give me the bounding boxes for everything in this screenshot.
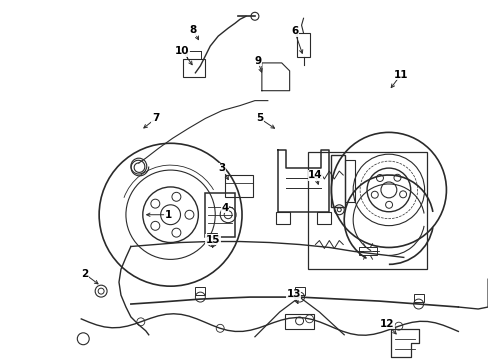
Bar <box>345 160 355 202</box>
Text: 10: 10 <box>175 46 190 56</box>
Bar <box>414 294 424 302</box>
Text: 5: 5 <box>256 113 264 123</box>
Bar <box>183 59 205 77</box>
Bar <box>205 193 235 237</box>
Text: 8: 8 <box>190 25 197 35</box>
Bar <box>318 212 331 224</box>
Text: 9: 9 <box>254 56 262 66</box>
Bar <box>359 247 377 255</box>
Text: 2: 2 <box>82 269 89 279</box>
Text: 4: 4 <box>221 203 229 213</box>
Bar <box>276 212 290 224</box>
Bar <box>225 175 253 197</box>
Text: 3: 3 <box>219 163 226 173</box>
Text: 13: 13 <box>286 289 301 299</box>
Text: 12: 12 <box>380 319 394 329</box>
Text: 11: 11 <box>393 70 408 80</box>
Bar <box>294 287 305 295</box>
Text: 7: 7 <box>152 113 159 123</box>
Bar <box>331 155 345 207</box>
Bar <box>196 287 205 295</box>
Bar <box>285 314 315 329</box>
Bar <box>308 152 427 269</box>
Text: 1: 1 <box>165 210 172 220</box>
Text: 15: 15 <box>206 234 220 244</box>
Bar <box>296 33 311 57</box>
Text: 14: 14 <box>308 170 323 180</box>
Bar <box>207 233 217 240</box>
Text: 6: 6 <box>291 26 298 36</box>
